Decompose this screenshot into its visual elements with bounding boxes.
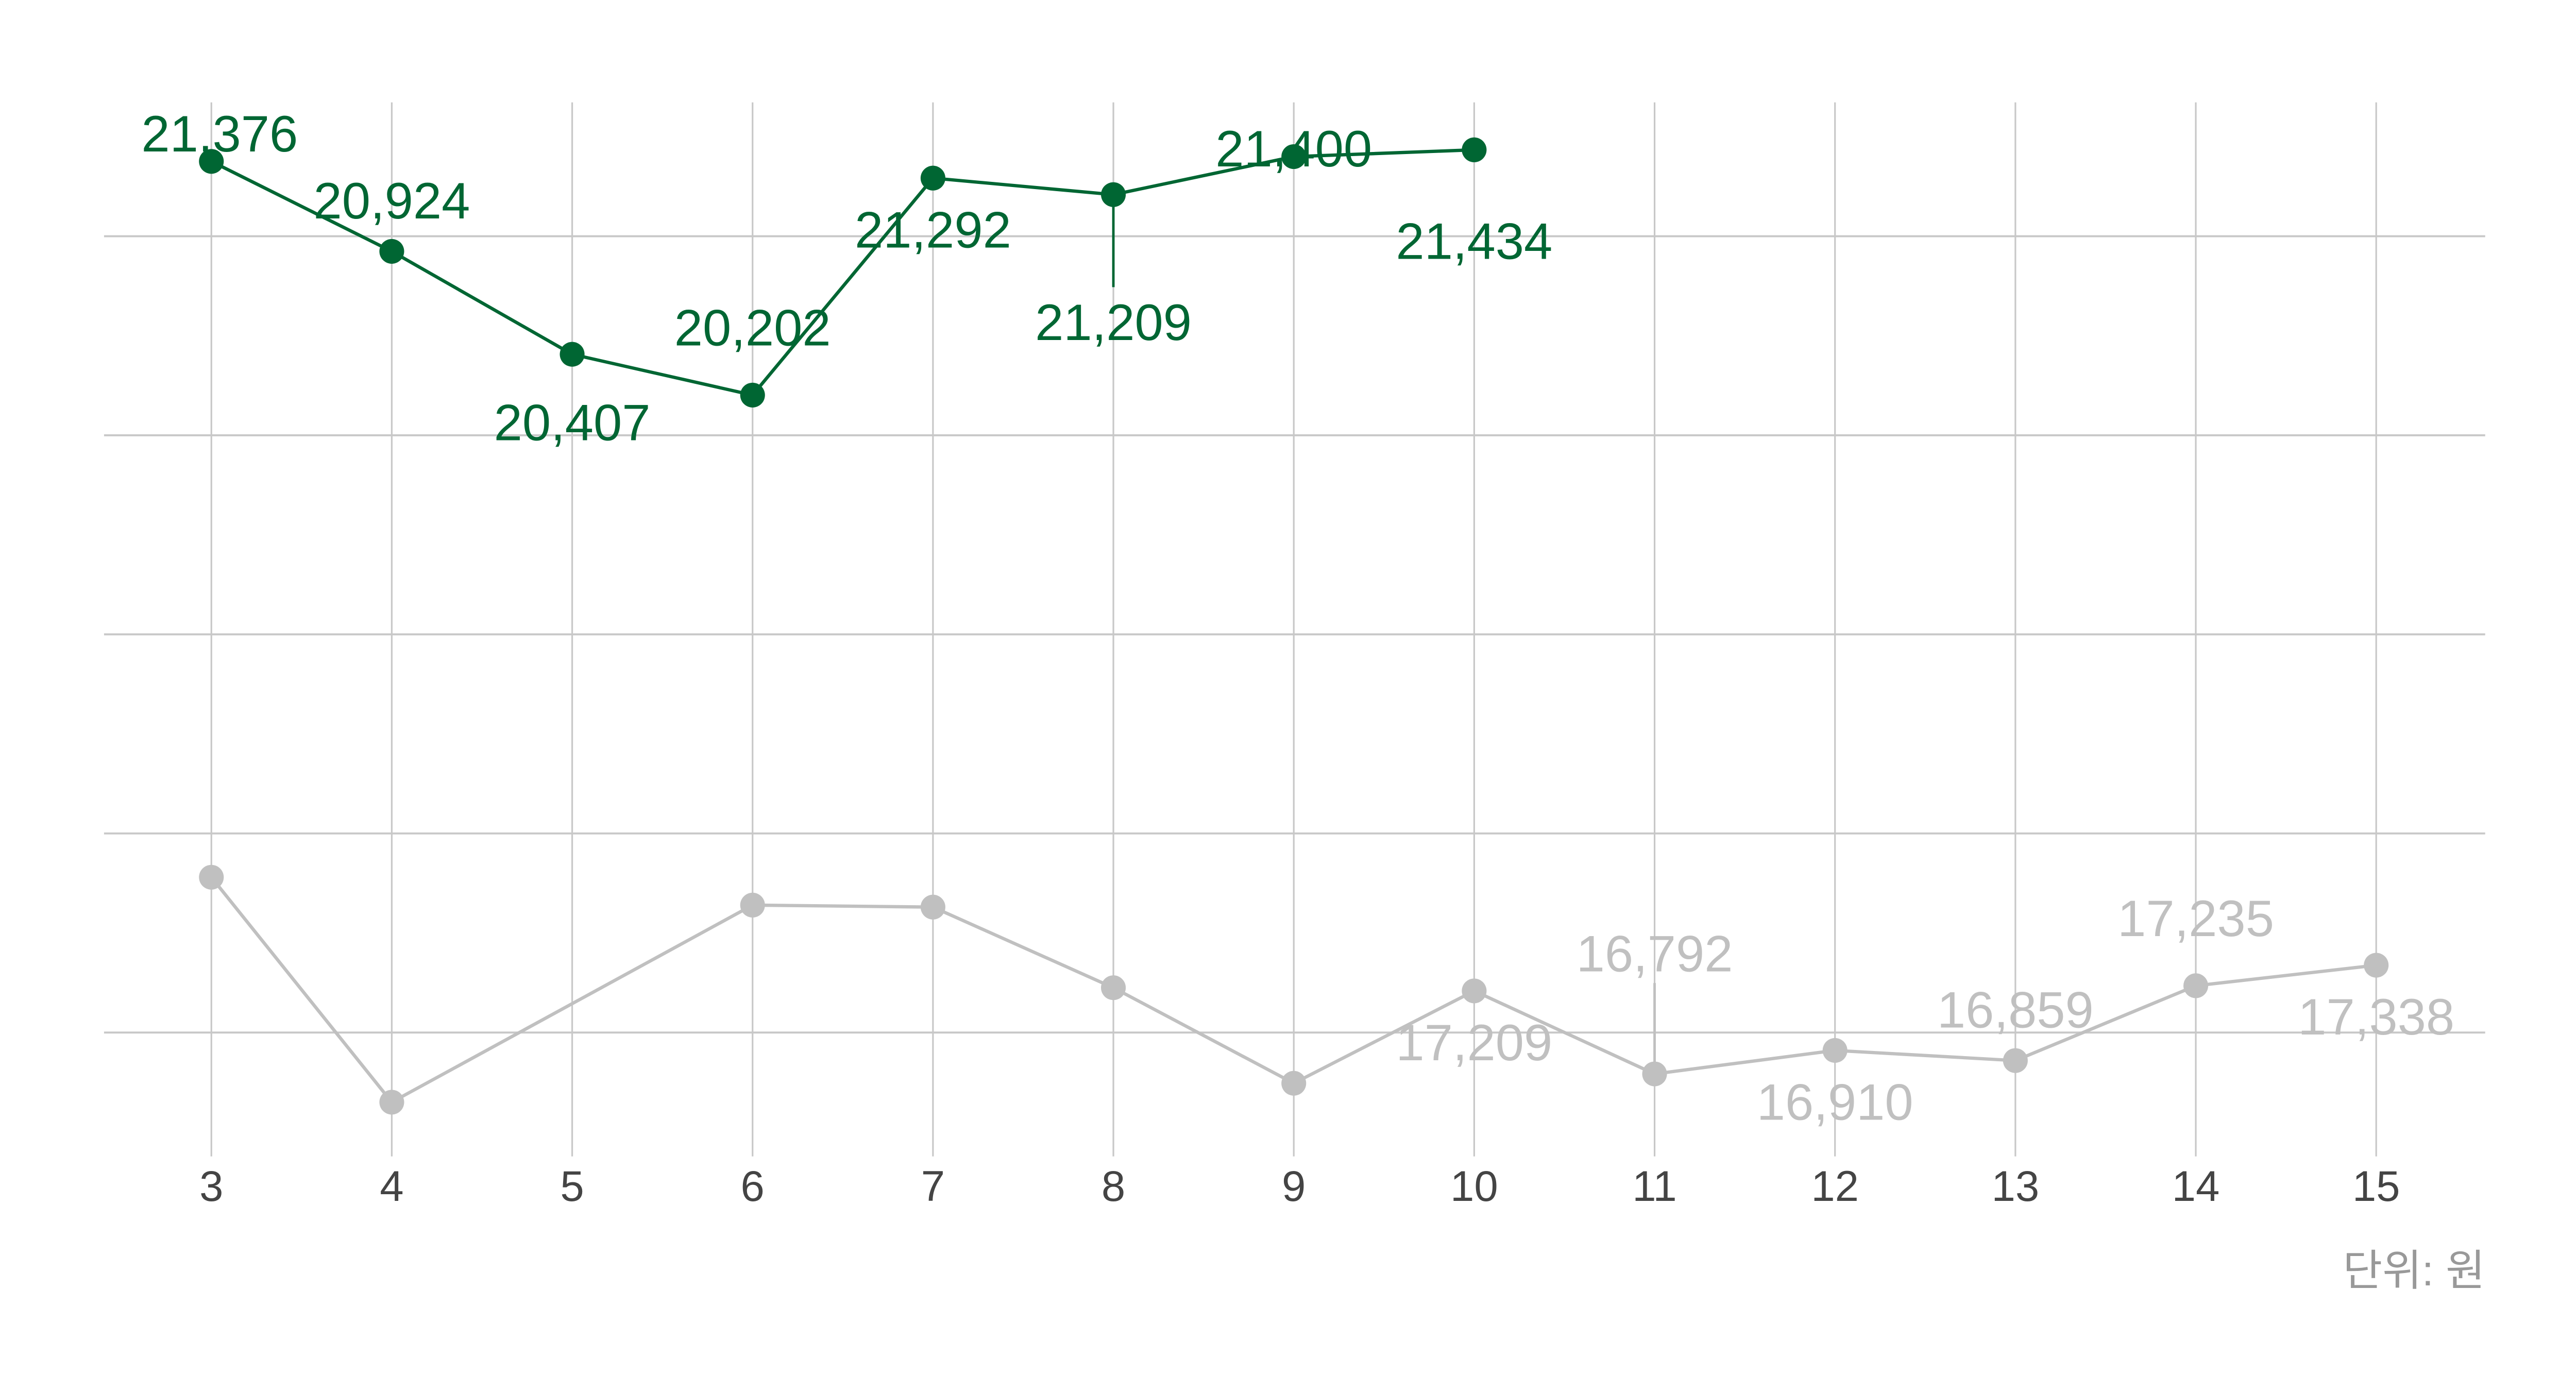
data-point bbox=[1281, 1071, 1307, 1096]
data-point bbox=[920, 894, 945, 920]
data-label: 16,792 bbox=[1577, 926, 1733, 983]
x-tick-label: 6 bbox=[741, 1162, 765, 1210]
data-label: 21,376 bbox=[141, 106, 298, 163]
x-tick-label: 7 bbox=[921, 1162, 945, 1210]
data-point bbox=[379, 239, 404, 264]
data-label: 16,910 bbox=[1757, 1074, 1913, 1131]
x-tick-label: 10 bbox=[1450, 1162, 1498, 1210]
data-label: 16,859 bbox=[1937, 981, 2094, 1039]
data-point bbox=[560, 342, 585, 367]
x-tick-label: 8 bbox=[1101, 1162, 1125, 1210]
x-tick-label: 14 bbox=[2172, 1162, 2220, 1210]
data-label: 21,400 bbox=[1215, 121, 1372, 178]
data-label: 21,209 bbox=[1035, 294, 1192, 351]
unit-label: 단위: 원 bbox=[2343, 1247, 2485, 1295]
data-label: 21,292 bbox=[855, 201, 1011, 259]
x-tick-label: 11 bbox=[1632, 1162, 1677, 1210]
data-point bbox=[379, 1090, 404, 1115]
x-tick-label: 5 bbox=[560, 1162, 584, 1210]
series-line bbox=[210, 876, 2377, 1105]
data-point bbox=[199, 149, 224, 174]
series-1: 17,209 16,792 16,910 16,859 17,235 17,338 bbox=[199, 864, 2454, 1131]
data-label: 21,434 bbox=[1396, 213, 1552, 270]
data-label: 20,407 bbox=[494, 394, 651, 451]
data-label: 17,235 bbox=[2117, 890, 2274, 947]
data-label: 20,202 bbox=[674, 300, 831, 357]
x-tick-label: 12 bbox=[1811, 1162, 1859, 1210]
data-point bbox=[2003, 1048, 2028, 1073]
data-point bbox=[1462, 978, 1487, 1004]
data-point bbox=[1822, 1038, 1848, 1063]
x-tick-label: 15 bbox=[2352, 1162, 2400, 1210]
series-line bbox=[210, 148, 1475, 397]
data-point bbox=[740, 892, 765, 918]
data-label: 17,209 bbox=[1396, 1014, 1552, 1072]
series-0: 21,376 20,924 20,407 20,202 21,292 21,209 21,4… bbox=[141, 106, 1552, 451]
x-tick-label: 3 bbox=[199, 1162, 223, 1210]
data-point bbox=[1642, 1061, 1667, 1087]
data-point bbox=[920, 165, 945, 191]
data-point bbox=[1281, 144, 1307, 169]
data-point bbox=[1462, 137, 1487, 162]
data-point bbox=[2183, 973, 2209, 998]
data-point bbox=[740, 382, 765, 408]
data-label: 20,924 bbox=[313, 173, 470, 230]
x-tick-label: 9 bbox=[1282, 1162, 1306, 1210]
x-tick-label: 4 bbox=[380, 1162, 403, 1210]
data-point bbox=[2364, 953, 2389, 978]
data-point bbox=[1101, 975, 1126, 1000]
data-point bbox=[1101, 182, 1126, 207]
data-point bbox=[199, 864, 224, 890]
data-label: 17,338 bbox=[2298, 989, 2454, 1046]
x-tick-label: 13 bbox=[1992, 1162, 2040, 1210]
